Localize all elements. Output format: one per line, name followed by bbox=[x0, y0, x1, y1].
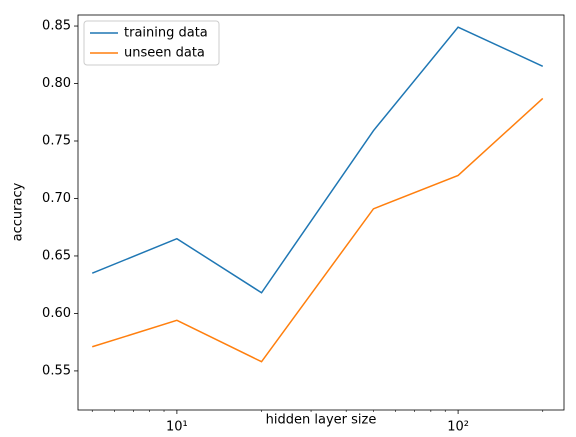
legend-label: unseen data bbox=[124, 46, 205, 61]
y-tick-label: 0.60 bbox=[42, 306, 71, 321]
x-tick-label: 10¹ bbox=[166, 420, 188, 435]
y-tick-label: 0.85 bbox=[42, 19, 71, 34]
data-line bbox=[92, 97, 544, 363]
x-axis-label: hidden layer size bbox=[266, 413, 377, 428]
legend-label: training data bbox=[124, 26, 208, 41]
data-line bbox=[91, 26, 544, 294]
y-tick-label: 0.65 bbox=[42, 248, 71, 263]
plot-frame bbox=[77, 14, 565, 411]
legend-box bbox=[83, 20, 220, 66]
y-tick-label: 0.70 bbox=[42, 191, 71, 206]
y-axis-label: accuracy bbox=[11, 182, 26, 241]
y-tick-label: 0.55 bbox=[42, 363, 71, 378]
y-tick-label: 0.75 bbox=[42, 133, 71, 148]
y-tick-label: 0.80 bbox=[42, 76, 71, 91]
x-tick-label: 10² bbox=[447, 420, 469, 435]
